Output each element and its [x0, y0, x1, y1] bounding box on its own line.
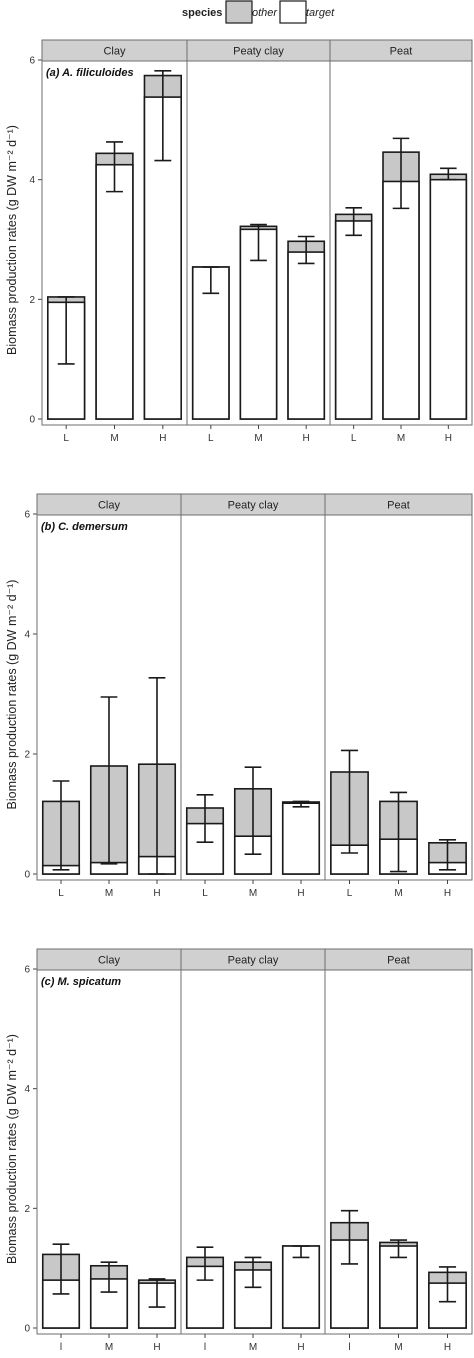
y-tick-label: 2 [24, 750, 30, 761]
x-tick-label: H [445, 433, 452, 444]
x-tick-label: M [249, 888, 257, 899]
x-tick-label: l [348, 1342, 350, 1353]
x-tick-label: M [105, 1342, 113, 1353]
x-tick-label: H [159, 433, 166, 444]
y-tick-label: 6 [24, 510, 30, 521]
y-tick-label: 0 [24, 870, 30, 881]
facet-strip-label: Peaty clay [233, 46, 284, 58]
facet-strip-label: Peat [390, 46, 413, 58]
panel-title: (b) C. demersum [41, 521, 128, 533]
x-tick-label: M [254, 433, 262, 444]
facet-clay: Clay L M H [36, 493, 182, 899]
x-tick-label: H [303, 433, 310, 444]
x-tick-label: M [394, 1342, 402, 1353]
legend-swatch-target [279, 0, 307, 24]
chart-1: Biomass production rates (g DW m⁻² d⁻¹) 0… [5, 493, 473, 899]
y-tick-label: 6 [29, 56, 35, 67]
y-tick-label: 2 [29, 295, 35, 306]
y-tick-label: 6 [24, 965, 30, 976]
facet-clay: Clay L M H [41, 39, 188, 444]
x-tick-label: L [208, 433, 214, 444]
x-tick-label: L [351, 433, 357, 444]
facet-strip-label: Peaty clay [228, 500, 279, 512]
facet-peat: Peat l M H [324, 948, 473, 1353]
facet-strip-label: Clay [98, 500, 121, 512]
y-tick-label: 0 [29, 415, 35, 426]
legend-label-target: target [306, 7, 335, 19]
facet-peaty-clay: Peaty clay L M H [180, 493, 326, 899]
facet-peat: Peat L M H [324, 493, 473, 899]
panel-title: (a) A. filiculoides [46, 67, 134, 79]
facet-peat: Peat L M H [329, 39, 473, 444]
x-tick-label: H [444, 1342, 451, 1353]
bar-target [281, 1245, 321, 1329]
facet-strip-label: Peat [387, 500, 410, 512]
x-tick-label: M [397, 433, 405, 444]
y-axis-label: Biomass production rates (g DW m⁻² d⁻¹) [5, 1034, 19, 1264]
x-tick-label: l [60, 1342, 62, 1353]
x-tick-label: M [110, 433, 118, 444]
legend-title: species [182, 7, 222, 19]
y-tick-label: 0 [24, 1324, 30, 1335]
x-tick-label: H [153, 1342, 160, 1353]
y-tick-label: 2 [24, 1204, 30, 1215]
x-tick-label: M [249, 1342, 257, 1353]
x-tick-label: H [444, 888, 451, 899]
facet-strip-label: Clay [103, 46, 126, 58]
facet-peaty-clay: Peaty clay L M H [186, 39, 331, 444]
facet-clay: Clay l M H [36, 948, 182, 1353]
x-tick-label: H [297, 1342, 304, 1353]
bar-target [382, 180, 420, 420]
bar-target [95, 163, 134, 420]
y-tick-label: 4 [24, 630, 30, 641]
bar-target [429, 178, 468, 420]
charts-container: Biomass production rates (g DW m⁻² d⁻¹) 0… [5, 39, 473, 1353]
y-axis-label: Biomass production rates (g DW m⁻² d⁻¹) [5, 580, 19, 810]
panel-title: (c) M. spicatum [41, 976, 121, 988]
x-tick-label: M [394, 888, 402, 899]
bar-target [281, 802, 321, 875]
x-tick-label: l [204, 1342, 206, 1353]
facet-strip-label: Peat [387, 955, 410, 967]
x-tick-label: H [153, 888, 160, 899]
bar-target [379, 1245, 418, 1329]
x-tick-label: L [347, 888, 353, 899]
chart-2: Biomass production rates (g DW m⁻² d⁻¹) 0… [5, 948, 473, 1353]
bar-target [334, 220, 373, 420]
bar-target [287, 251, 326, 420]
x-tick-label: L [58, 888, 64, 899]
x-tick-label: M [105, 888, 113, 899]
y-tick-label: 4 [24, 1084, 30, 1095]
facet-strip-label: Peaty clay [228, 955, 279, 967]
x-tick-label: L [63, 433, 69, 444]
legend: species other target [182, 0, 335, 24]
x-tick-label: H [297, 888, 304, 899]
y-axis-label: Biomass production rates (g DW m⁻² d⁻¹) [5, 125, 19, 355]
facet-peaty-clay: Peaty clay l M H [180, 948, 326, 1353]
x-tick-label: L [202, 888, 208, 899]
chart-0: Biomass production rates (g DW m⁻² d⁻¹) 0… [5, 39, 473, 444]
legend-swatch-other [225, 0, 253, 24]
facet-strip-label: Clay [98, 955, 121, 967]
y-tick-label: 4 [29, 175, 35, 186]
legend-label-other: other [252, 7, 278, 19]
